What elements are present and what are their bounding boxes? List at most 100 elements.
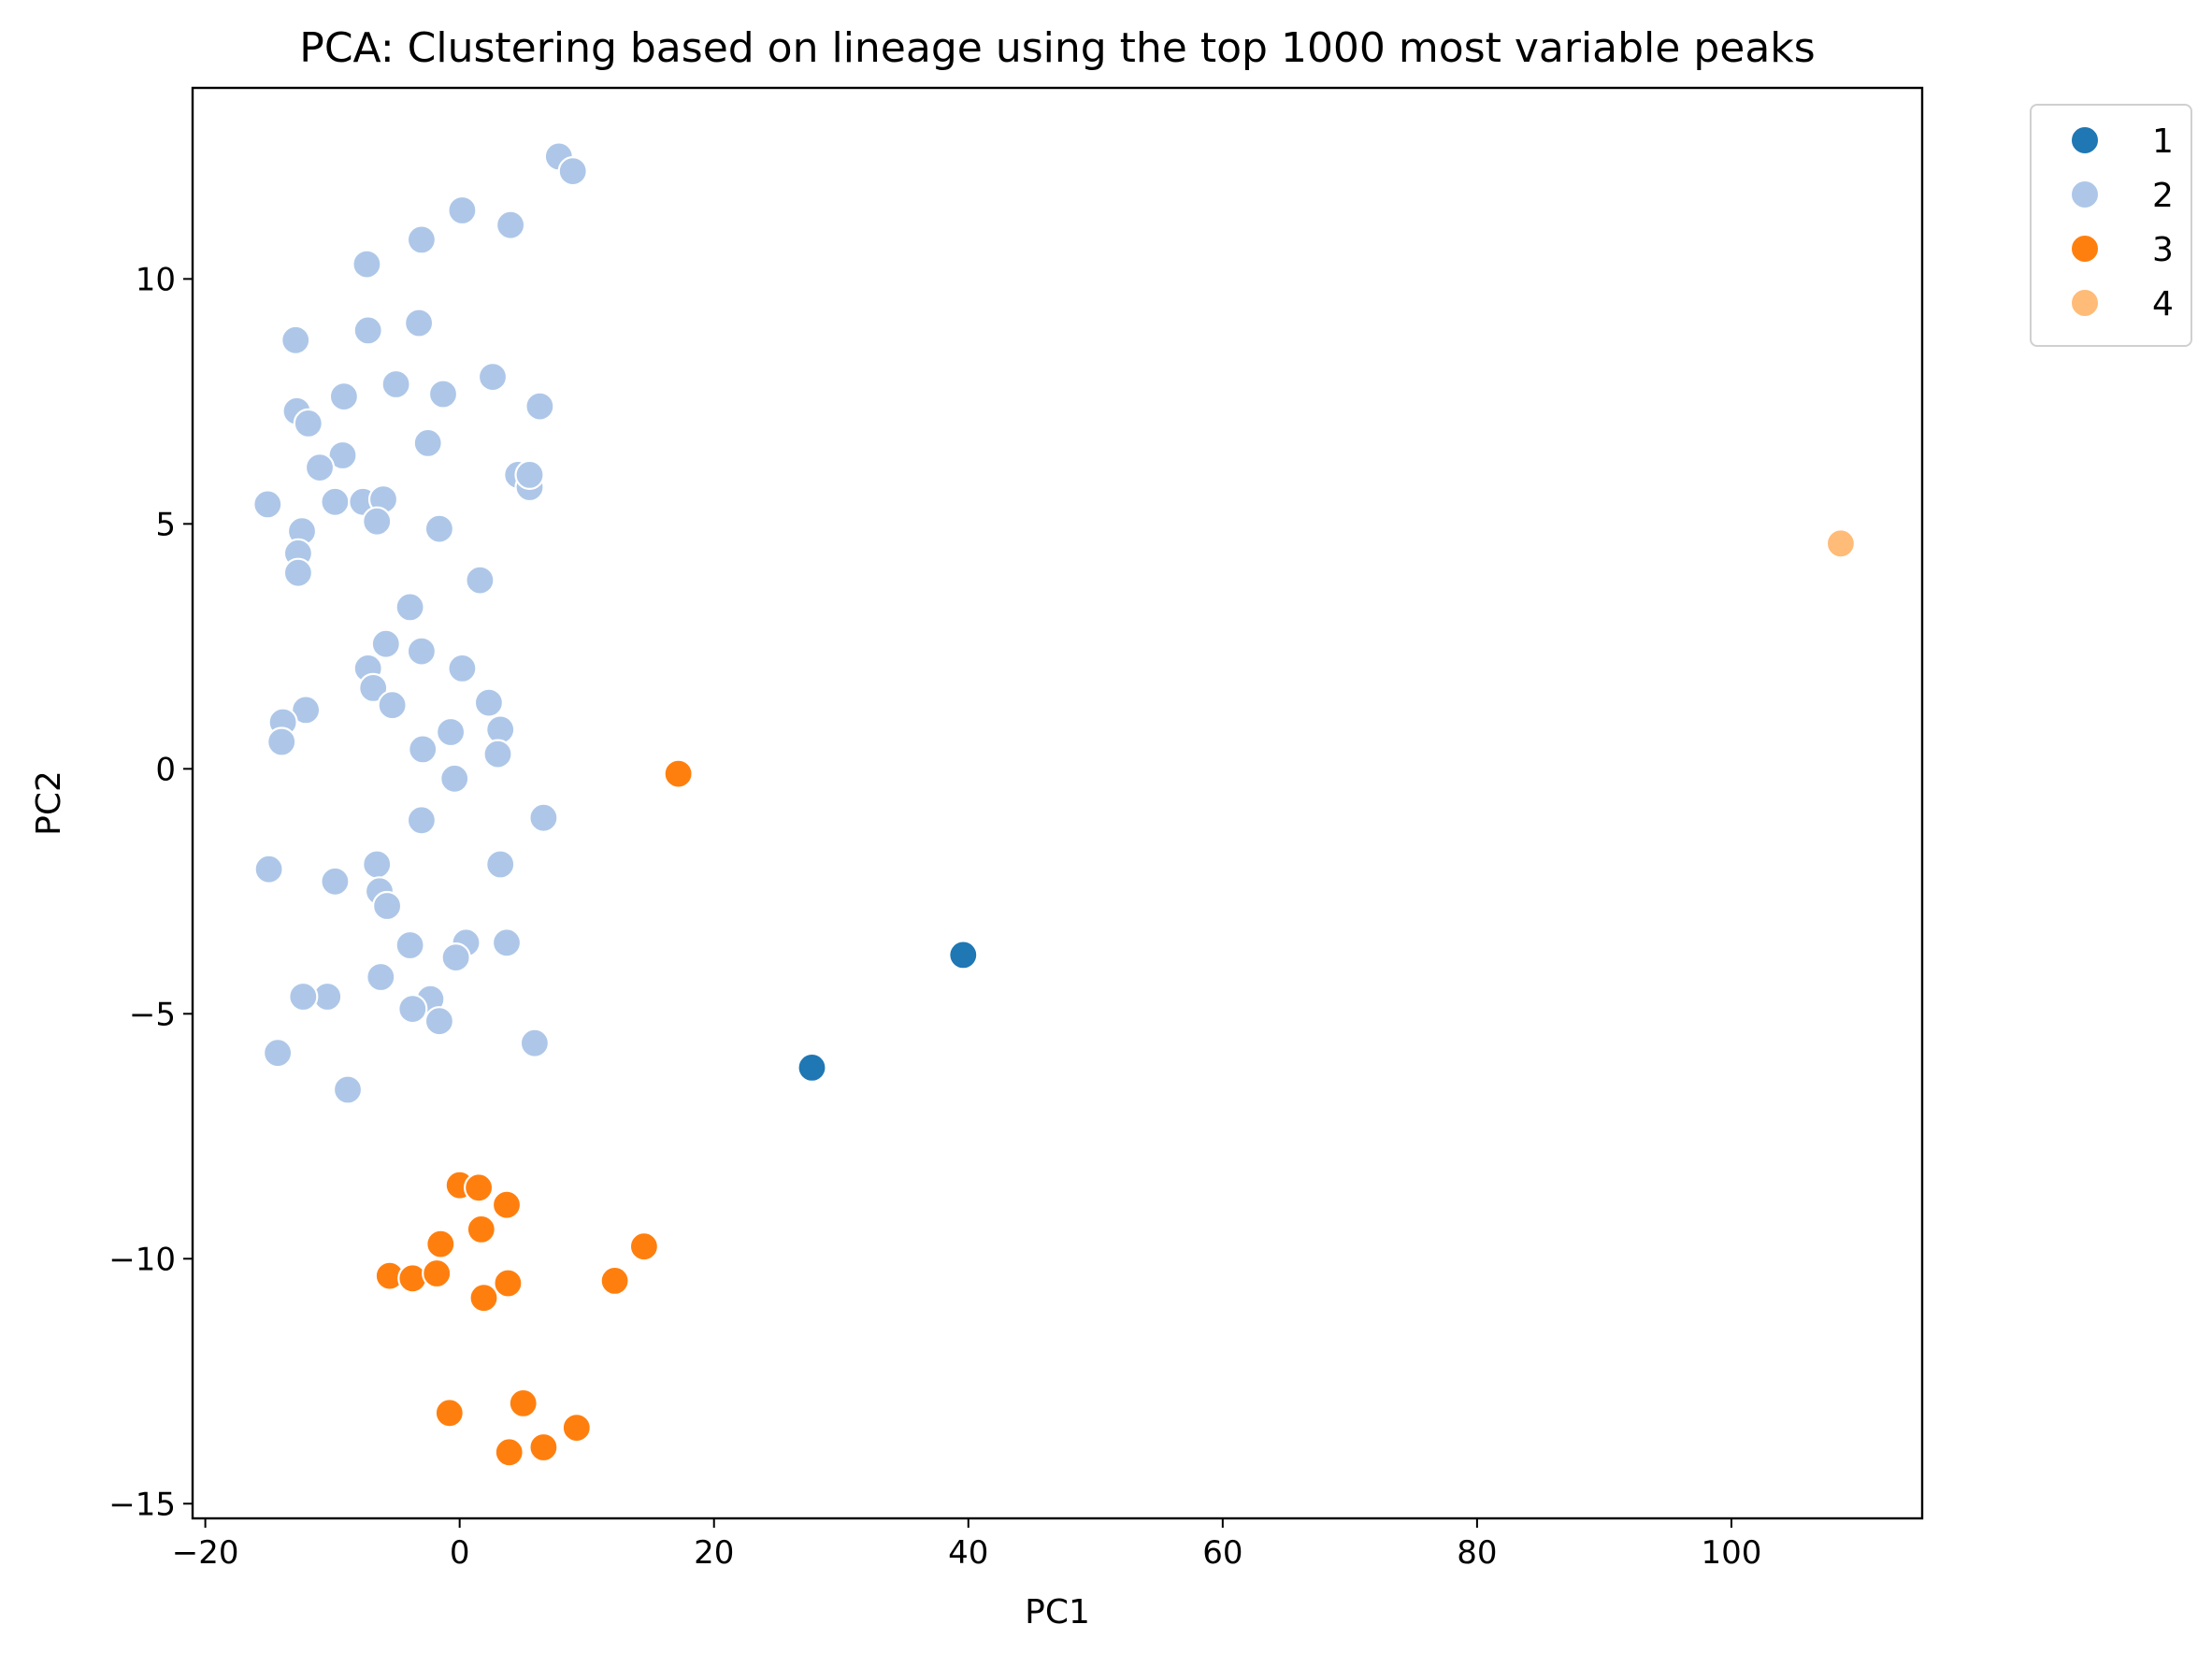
- point-series-2-23: [320, 486, 351, 517]
- y-tick-label: −5: [129, 996, 176, 1033]
- point-series-2-5: [352, 249, 382, 280]
- point-series-2-60: [366, 961, 396, 993]
- point-series-2-49: [406, 805, 437, 836]
- legend-marker-1: [2070, 125, 2100, 155]
- legend-label-2: 2: [2152, 177, 2174, 215]
- x-tick-label: 100: [1702, 1534, 1762, 1572]
- point-series-3-4: [466, 1214, 496, 1245]
- point-series-3-9: [422, 1258, 452, 1289]
- y-tick-label: 5: [155, 506, 176, 543]
- x-tick-label: 40: [948, 1534, 988, 1572]
- point-series-2-22: [252, 489, 283, 520]
- point-series-2-52: [362, 849, 393, 880]
- point-series-3-6: [628, 1231, 660, 1262]
- point-series-2-11: [427, 379, 459, 410]
- point-series-3-8: [397, 1263, 428, 1294]
- point-series-2-7: [352, 315, 383, 346]
- point-series-3-15: [561, 1412, 592, 1444]
- legend-marker-4: [2070, 288, 2100, 318]
- point-series-2-15: [293, 408, 323, 438]
- point-series-3-10: [493, 1268, 524, 1299]
- point-series-2-16: [412, 427, 443, 458]
- point-series-3-11: [599, 1265, 630, 1297]
- point-series-2-9: [477, 362, 509, 393]
- point-series-2-30: [282, 557, 313, 588]
- legend-marker-2: [2070, 180, 2100, 209]
- point-series-2-42: [266, 726, 297, 757]
- point-series-2-3: [495, 209, 526, 240]
- y-tick-label: 0: [155, 751, 176, 788]
- point-series-3-13: [508, 1387, 539, 1419]
- point-series-2-26: [362, 506, 393, 537]
- point-series-2-17: [327, 439, 358, 471]
- point-series-2-66: [519, 1028, 551, 1058]
- x-tick-label: 20: [694, 1534, 734, 1572]
- point-series-3-16: [528, 1431, 559, 1463]
- point-series-2-45: [408, 734, 438, 765]
- point-series-2-64: [288, 981, 319, 1013]
- point-series-2-38: [377, 690, 408, 721]
- point-series-2-1: [557, 156, 588, 187]
- y-axis: −15 −10 −5 0 5 10: [108, 261, 193, 1523]
- chart-title: PCA: Clustering based on lineage using t…: [299, 24, 1815, 72]
- point-series-2-68: [332, 1074, 364, 1105]
- x-tick-label: −20: [172, 1534, 239, 1572]
- point-series-2-32: [395, 592, 425, 623]
- x-axis: −20 0 20 40 60 80 100: [172, 1518, 1762, 1572]
- point-series-2-18: [304, 453, 336, 483]
- point-series-2-2: [447, 194, 478, 226]
- point-series-2-13: [524, 391, 555, 422]
- point-series-2-47: [439, 763, 470, 794]
- x-tick-label: 60: [1202, 1534, 1242, 1572]
- point-series-3-17: [494, 1437, 524, 1468]
- point-series-3-3: [491, 1189, 523, 1220]
- points-layer: [252, 141, 1857, 1468]
- legend-items: 1 2 3 4: [2070, 122, 2174, 323]
- point-series-2-12: [328, 381, 359, 412]
- point-series-2-62: [397, 993, 428, 1025]
- point-series-2-51: [253, 854, 284, 884]
- legend-label-1: 1: [2152, 122, 2174, 161]
- point-series-2-48: [528, 802, 559, 833]
- point-series-1-1: [948, 940, 979, 970]
- point-series-2-58: [491, 927, 523, 958]
- legend-label-3: 3: [2152, 231, 2174, 269]
- legend-box: [2030, 104, 2192, 347]
- point-series-3-2: [463, 1172, 495, 1203]
- legend: 1 2 3 4: [2030, 104, 2192, 347]
- point-series-3-0: [663, 758, 694, 789]
- point-series-2-10: [381, 368, 411, 400]
- point-series-2-34: [406, 636, 437, 667]
- point-series-2-40: [291, 695, 322, 726]
- point-series-2-28: [424, 513, 454, 544]
- x-axis-label: PC1: [1025, 1593, 1090, 1631]
- x-tick-label: 0: [450, 1534, 470, 1572]
- x-tick-label: 80: [1457, 1534, 1497, 1572]
- point-series-2-67: [263, 1038, 294, 1069]
- point-series-2-8: [280, 324, 311, 355]
- point-series-2-46: [482, 739, 513, 769]
- plot-frame: [191, 86, 1924, 1520]
- point-series-2-4: [406, 224, 437, 255]
- y-tick-label: 10: [136, 261, 176, 298]
- point-series-4-0: [1825, 528, 1857, 559]
- point-series-2-33: [370, 628, 401, 659]
- y-tick-label: −10: [108, 1241, 176, 1278]
- point-series-2-31: [465, 565, 496, 596]
- point-series-2-37: [358, 672, 389, 704]
- point-series-2-39: [473, 687, 505, 718]
- point-series-2-50: [485, 849, 516, 880]
- point-series-2-53: [320, 866, 351, 897]
- point-series-1-0: [797, 1052, 827, 1084]
- point-series-2-56: [395, 929, 425, 961]
- y-tick-label: −15: [108, 1486, 176, 1523]
- point-series-2-59: [440, 941, 471, 973]
- legend-marker-3: [2070, 234, 2100, 264]
- point-series-2-21: [514, 459, 545, 490]
- legend-label-4: 4: [2152, 285, 2174, 323]
- point-series-2-55: [372, 890, 403, 922]
- point-series-3-12: [468, 1283, 499, 1314]
- point-series-3-5: [425, 1229, 456, 1259]
